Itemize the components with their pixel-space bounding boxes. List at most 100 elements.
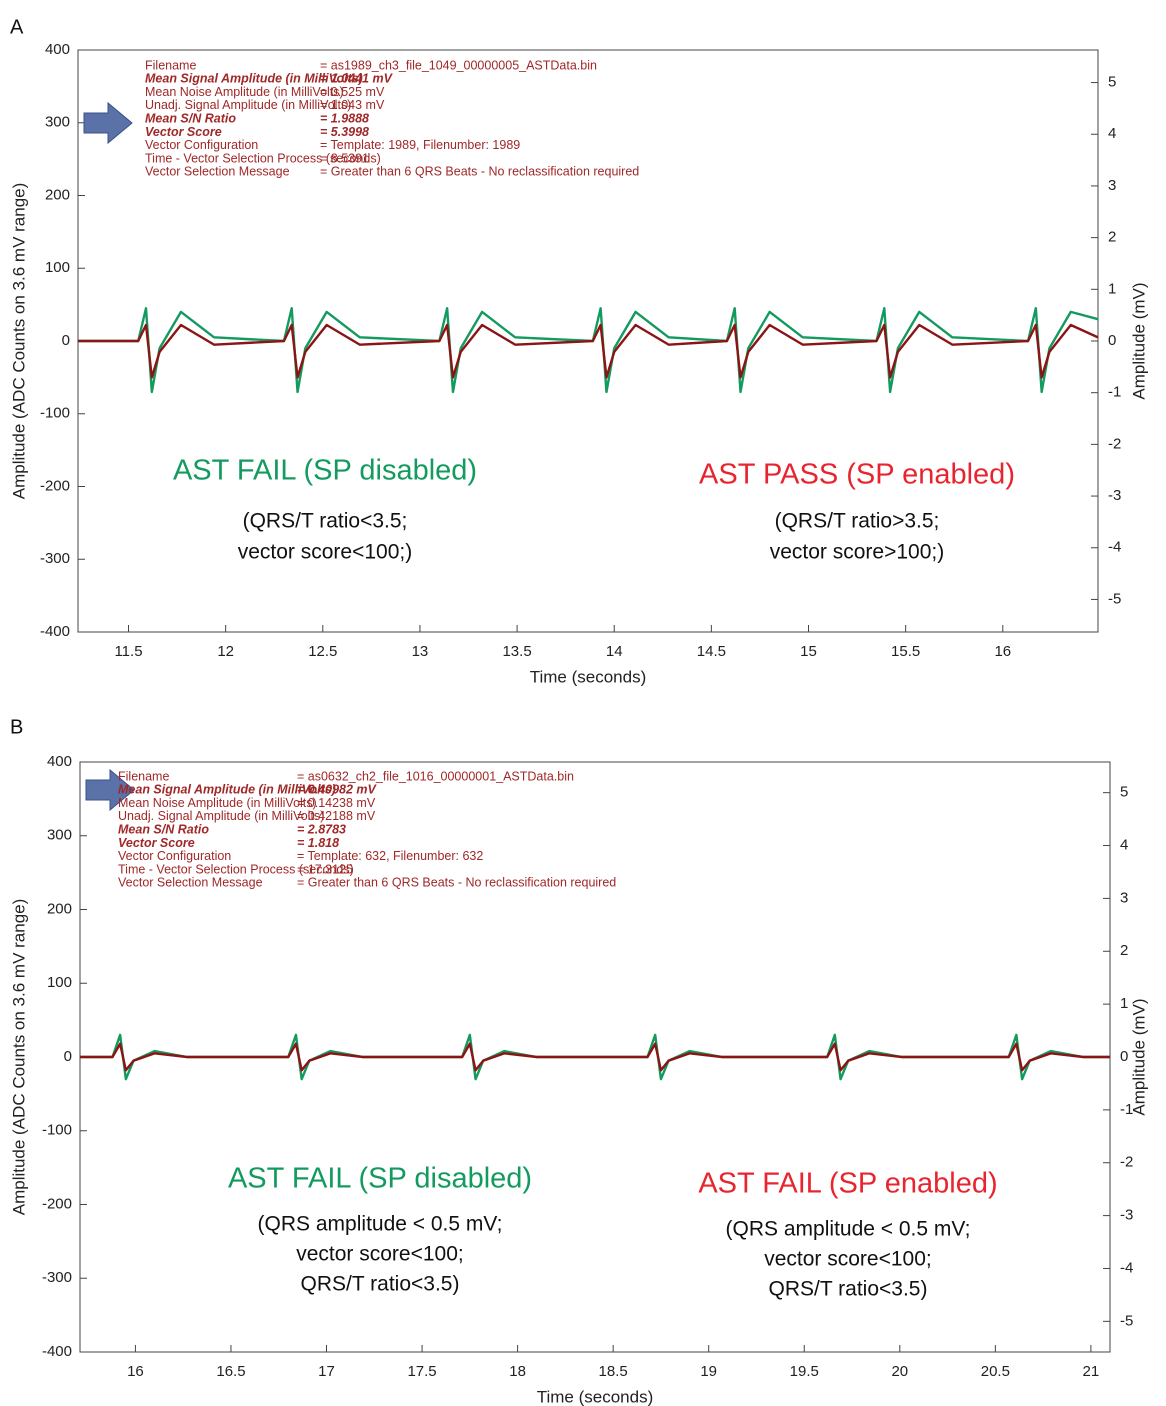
y2-tick-label: 4 <box>1108 125 1116 142</box>
y2-tick-label: -5 <box>1120 1312 1133 1329</box>
y-tick-label: -300 <box>42 1269 72 1286</box>
x-tick-label: 13 <box>412 643 429 660</box>
y-tick-label: 100 <box>47 974 72 991</box>
y-tick-label: 100 <box>45 259 70 276</box>
x-tick-label: 12.5 <box>308 643 337 660</box>
y-tick-label: 0 <box>62 332 70 349</box>
info-value: = 1.0441 mV <box>320 72 394 86</box>
info-value: = 1.9888 <box>320 111 369 125</box>
y-tick-label: 400 <box>45 41 70 58</box>
y-tick-label: -300 <box>40 550 70 567</box>
x-tick-label: 11.5 <box>114 643 142 660</box>
y-tick-label: -400 <box>42 1343 72 1360</box>
panel-label: A <box>10 16 24 38</box>
info-label: Mean S/N Ratio <box>145 111 236 125</box>
panel-label: B <box>10 716 23 738</box>
x-tick-label: 16 <box>127 1363 144 1380</box>
y-tick-label: 200 <box>47 900 72 917</box>
info-value: = 0.525 mV <box>320 85 385 99</box>
y2-tick-label: 1 <box>1108 280 1116 297</box>
result-line: QRS/T ratio<3.5) <box>301 1273 460 1296</box>
y-tick-label: -200 <box>42 1195 72 1212</box>
y2-tick-label: 5 <box>1120 784 1128 801</box>
info-value: = as0632_ch2_file_1016_00000001_ASTData.… <box>297 769 574 783</box>
result-line: (QRS/T ratio<3.5; <box>243 510 408 533</box>
info-value: = 1.043 mV <box>320 98 385 112</box>
result-line: vector score>100;) <box>770 541 945 564</box>
y2-tick-label: 2 <box>1108 229 1116 246</box>
info-value: = Greater than 6 QRS Beats - No reclassi… <box>320 165 639 179</box>
y2-tick-label: -2 <box>1120 1154 1133 1171</box>
y-tick-label: 300 <box>45 114 70 131</box>
ecg-trace <box>78 323 1099 379</box>
y-tick-label: 300 <box>47 827 72 844</box>
x-axis-label: Time (seconds) <box>530 667 647 686</box>
y2-tick-label: -1 <box>1108 384 1121 401</box>
y2-tick-label: -1 <box>1120 1101 1133 1118</box>
y-tick-label: -100 <box>42 1122 72 1139</box>
y-tick-label: -400 <box>40 623 70 640</box>
y2-tick-label: 4 <box>1120 836 1128 853</box>
info-label: Vector Score <box>145 125 222 139</box>
info-label: Mean S/N Ratio <box>118 822 209 836</box>
info-label: Filename <box>145 58 196 72</box>
info-label: Mean Signal Amplitude (in MilliVolts) <box>145 72 363 86</box>
x-tick-label: 17.5 <box>407 1363 436 1380</box>
y-tick-label: 200 <box>45 186 70 203</box>
result-title: AST PASS (SP enabled) <box>699 459 1015 491</box>
y2-tick-label: 1 <box>1120 995 1128 1012</box>
result-line: (QRS/T ratio>3.5; <box>775 510 940 533</box>
info-value: = 0.42188 mV <box>297 809 376 823</box>
info-label: Time - Vector Selection Process (seconds… <box>145 151 381 165</box>
x-tick-label: 20 <box>891 1363 908 1380</box>
result-line: vector score<100; <box>296 1243 464 1266</box>
result-line: (QRS amplitude < 0.5 mV; <box>258 1213 503 1236</box>
info-value: = 17.3125 <box>297 862 353 876</box>
y2-tick-label: 3 <box>1120 889 1128 906</box>
x-tick-label: 18.5 <box>599 1363 628 1380</box>
info-label: Vector Configuration <box>118 849 231 863</box>
info-label: Time - Vector Selection Process (seconds… <box>118 862 354 876</box>
y2-tick-label: -3 <box>1120 1207 1133 1224</box>
x-tick-label: 15 <box>800 643 817 660</box>
y2-tick-label: 2 <box>1120 942 1128 959</box>
info-label: Unadj. Signal Amplitude (in MilliVolts) <box>118 809 324 823</box>
result-line: vector score<100; <box>764 1248 932 1271</box>
y2-tick-label: 5 <box>1108 74 1116 91</box>
pointer-arrow <box>85 768 135 812</box>
x-axis-label: Time (seconds) <box>537 1387 654 1406</box>
x-tick-label: 17 <box>318 1363 335 1380</box>
x-tick-label: 12 <box>217 643 234 660</box>
y-axis-label: Amplitude (ADC Counts on 3.6 mV range) <box>9 899 28 1216</box>
info-label: Vector Selection Message <box>145 165 290 179</box>
y2-tick-label: -5 <box>1108 590 1121 607</box>
info-label: Mean Noise Amplitude (in MilliVolts) <box>145 85 344 99</box>
y2-tick-label: -3 <box>1108 487 1121 504</box>
y-tick-label: -100 <box>40 405 70 422</box>
x-tick-label: 14.5 <box>697 643 726 660</box>
info-label: Vector Selection Message <box>118 876 263 890</box>
y-tick-label: 400 <box>47 753 72 770</box>
x-tick-label: 20.5 <box>981 1363 1010 1380</box>
y2-tick-label: -2 <box>1108 435 1121 452</box>
y-tick-label: -200 <box>40 477 70 494</box>
info-label: Mean Signal Amplitude (in MilliVolts) <box>118 783 336 797</box>
info-value: = 0.14238 mV <box>297 796 376 810</box>
y2-tick-label: -4 <box>1120 1259 1133 1276</box>
result-title: AST FAIL (SP disabled) <box>173 455 477 487</box>
x-tick-label: 13.5 <box>502 643 531 660</box>
result-title: AST FAIL (SP disabled) <box>228 1163 532 1195</box>
info-value: = Template: 1989, Filenumber: 1989 <box>320 138 520 152</box>
x-tick-label: 14 <box>606 643 623 660</box>
y2-tick-label: 0 <box>1108 332 1116 349</box>
pointer-arrow <box>83 101 133 145</box>
x-tick-label: 16 <box>994 643 1011 660</box>
x-tick-label: 18 <box>509 1363 526 1380</box>
result-line: vector score<100;) <box>238 541 413 564</box>
x-tick-label: 21 <box>1083 1363 1100 1380</box>
info-value: = Template: 632, Filenumber: 632 <box>297 849 483 863</box>
y2-axis-label: Amplitude (mV) <box>1129 282 1148 399</box>
info-value: = as1989_ch3_file_1049_00000005_ASTData.… <box>320 58 597 72</box>
